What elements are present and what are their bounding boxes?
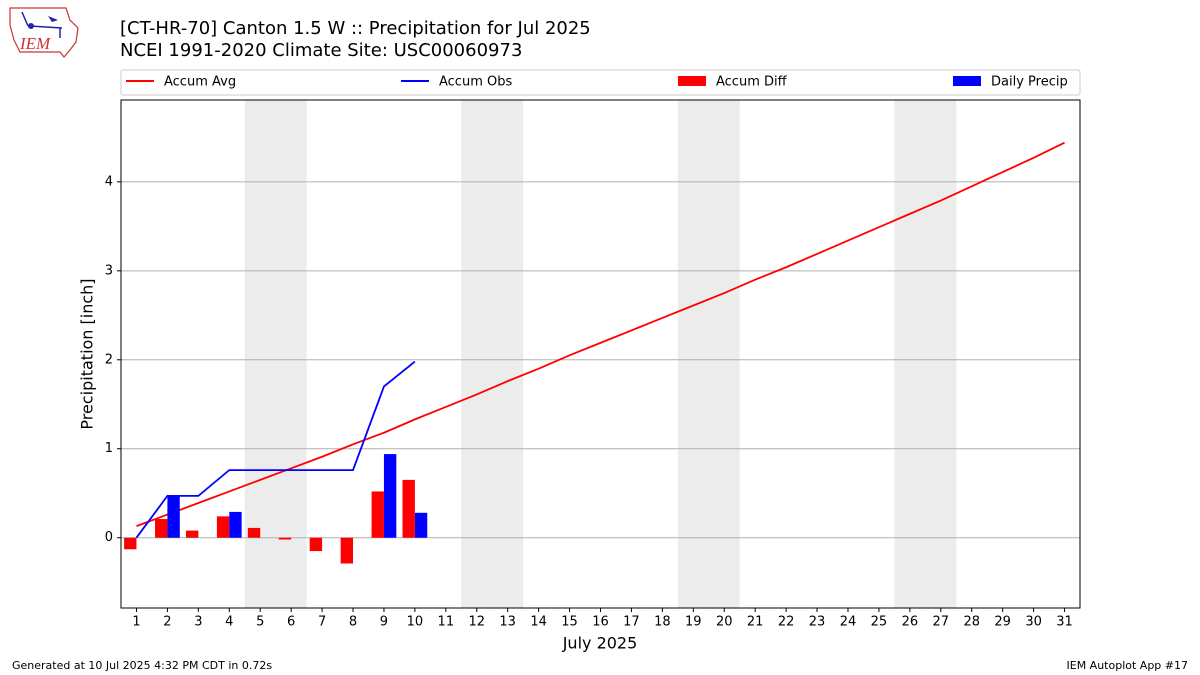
weekend-band xyxy=(894,100,957,608)
bar xyxy=(124,537,137,550)
x-tick-label: 14 xyxy=(530,615,547,630)
bar xyxy=(383,454,397,538)
x-tick-label: 17 xyxy=(623,615,640,630)
line xyxy=(135,360,416,539)
x-tick-label: 1 xyxy=(132,615,140,630)
bar xyxy=(229,511,242,538)
plot-frame xyxy=(120,99,1081,609)
x-tick-label: 24 xyxy=(840,615,857,630)
y-tick-label: 2 xyxy=(105,352,113,367)
bar xyxy=(167,495,180,538)
x-tick-label: 22 xyxy=(778,615,795,630)
legend-swatch xyxy=(953,76,981,86)
y-tick-label: 1 xyxy=(105,441,113,456)
chart-title: [CT-HR-70] Canton 1.5 W :: Precipitation… xyxy=(120,18,591,39)
x-tick-label: 10 xyxy=(407,615,424,630)
bar xyxy=(402,479,415,538)
x-tick-label: 7 xyxy=(318,615,326,630)
x-tick-label: 5 xyxy=(256,615,264,630)
weekend-band xyxy=(244,100,307,608)
x-tick-label: 25 xyxy=(871,615,888,630)
x-tick-label: 27 xyxy=(933,615,950,630)
legend-label: Accum Diff xyxy=(716,75,788,90)
x-tick-label: 12 xyxy=(468,615,485,630)
chart-subtitle: NCEI 1991-2020 Climate Site: USC00060973 xyxy=(120,40,522,61)
x-tick-label: 29 xyxy=(994,615,1011,630)
weekend-band xyxy=(677,100,740,608)
x-tick-label: 20 xyxy=(716,615,733,630)
x-axis-label: July 2025 xyxy=(562,634,638,653)
weekend-band xyxy=(461,100,524,608)
x-tick-label: 18 xyxy=(654,615,671,630)
x-tick-label: 6 xyxy=(287,615,295,630)
x-tick-label: 26 xyxy=(902,615,919,630)
legend xyxy=(120,69,1081,96)
y-tick-label: 0 xyxy=(105,530,113,545)
logo: IEM xyxy=(9,7,79,58)
x-tick-label: 9 xyxy=(380,615,388,630)
bar xyxy=(155,519,168,538)
x-tick-label: 13 xyxy=(499,615,516,630)
x-tick-label: 8 xyxy=(349,615,357,630)
bar xyxy=(309,537,323,552)
y-axis-label: Precipitation [inch] xyxy=(78,278,97,429)
x-tick-label: 31 xyxy=(1056,615,1073,630)
x-tick-label: 21 xyxy=(747,615,764,630)
bar xyxy=(371,491,384,538)
x-tick-label: 11 xyxy=(438,615,455,630)
x-tick-label: 4 xyxy=(225,615,233,630)
bar xyxy=(185,530,199,538)
logo-text: IEM xyxy=(19,34,51,53)
y-tick-label: 4 xyxy=(105,174,113,189)
x-tick-label: 30 xyxy=(1025,615,1042,630)
bar xyxy=(278,537,292,540)
y-tick-label: 3 xyxy=(105,263,113,278)
bar xyxy=(216,516,230,538)
legend-swatch xyxy=(678,76,706,86)
x-tick-label: 2 xyxy=(163,615,171,630)
x-tick-label: 28 xyxy=(963,615,980,630)
line xyxy=(136,141,1065,527)
x-tick-label: 19 xyxy=(685,615,702,630)
footer-left: Generated at 10 Jul 2025 4:32 PM CDT in … xyxy=(12,659,272,672)
x-tick-label: 16 xyxy=(592,615,609,630)
footer-right: IEM Autoplot App #17 xyxy=(1067,659,1189,672)
legend-label: Accum Avg xyxy=(164,75,236,90)
bar xyxy=(247,527,261,538)
bar xyxy=(340,537,354,564)
x-tick-label: 15 xyxy=(561,615,578,630)
legend-label: Accum Obs xyxy=(439,75,512,90)
legend-label: Daily Precip xyxy=(991,75,1068,90)
bar xyxy=(414,512,428,538)
x-tick-label: 23 xyxy=(809,615,826,630)
x-tick-label: 3 xyxy=(194,615,202,630)
